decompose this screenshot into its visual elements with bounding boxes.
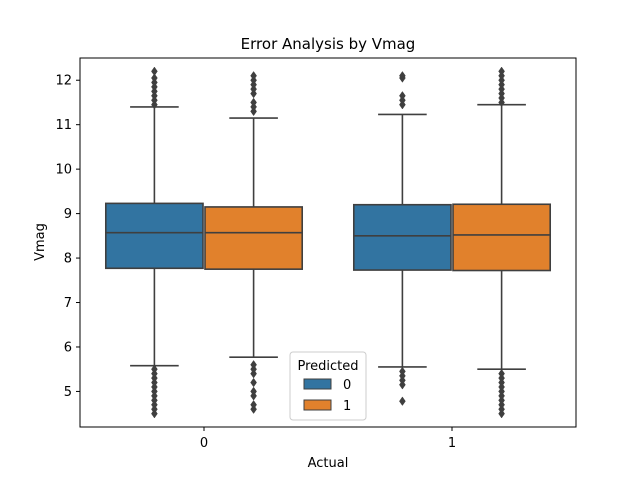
- plot-area: [104, 66, 552, 419]
- outlier-point: [250, 360, 257, 370]
- outlier-point: [498, 368, 505, 379]
- outlier-point: [250, 386, 257, 397]
- outlier-point: [151, 73, 158, 83]
- legend: Predicted 0 1: [289, 351, 367, 421]
- box-group: [452, 66, 552, 419]
- x-tick-label: 1: [448, 436, 456, 451]
- x-axis-label: Actual: [308, 456, 349, 471]
- legend-swatch: [303, 399, 332, 411]
- outlier-point: [151, 364, 158, 374]
- legend-entry-label: 0: [343, 378, 351, 393]
- box-group: [204, 71, 304, 414]
- outlier-point: [399, 71, 406, 81]
- outlier-point: [250, 71, 257, 81]
- chart-title: Error Analysis by Vmag: [241, 35, 416, 53]
- legend-entry-label: 1: [343, 399, 351, 414]
- y-tick-label: 9: [64, 207, 72, 222]
- box: [204, 206, 304, 270]
- y-tick-label: 12: [55, 74, 72, 89]
- outlier-point: [250, 400, 257, 410]
- box: [452, 203, 552, 272]
- y-tick-label: 11: [55, 118, 72, 133]
- y-tick-label: 6: [64, 340, 72, 355]
- y-tick-label: 7: [64, 296, 72, 311]
- y-tick-label: 10: [55, 163, 72, 178]
- outlier-point: [498, 66, 505, 77]
- box: [352, 203, 452, 271]
- outlier-point: [399, 396, 406, 406]
- legend-swatch: [303, 378, 332, 390]
- outlier-point: [399, 91, 406, 101]
- outlier-point: [250, 97, 257, 108]
- y-tick-label: 8: [64, 252, 72, 267]
- outlier-point: [399, 366, 406, 377]
- y-axis-label: Vmag: [33, 223, 48, 261]
- outlier-point: [151, 66, 158, 77]
- box-group: [352, 71, 452, 406]
- x-tick-label: 0: [200, 436, 208, 451]
- outlier-point: [250, 377, 257, 388]
- plot-frame: [79, 57, 577, 428]
- box: [104, 202, 204, 270]
- legend-title: Predicted: [297, 359, 358, 374]
- y-tick-label: 5: [64, 385, 72, 400]
- box-group: [104, 66, 204, 419]
